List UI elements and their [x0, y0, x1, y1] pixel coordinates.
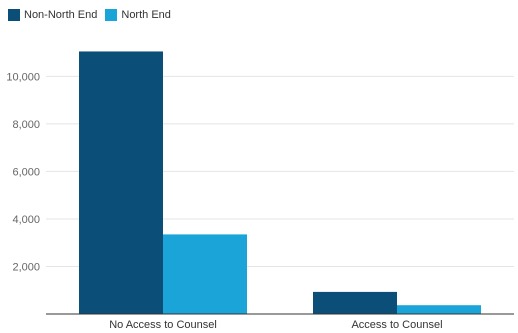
bar — [163, 234, 247, 314]
legend-swatch-north-end — [105, 9, 118, 21]
legend-item-north-end: North End — [105, 9, 171, 21]
bar — [79, 51, 163, 314]
legend-label-north-end: North End — [121, 9, 171, 21]
y-tick-label: 4,000 — [12, 214, 40, 226]
x-category-label: No Access to Counsel — [109, 319, 217, 331]
y-tick-label: 2,000 — [12, 261, 40, 273]
y-tick-label: 8,000 — [12, 119, 40, 131]
bar — [313, 291, 397, 314]
legend-swatch-non-north-end — [8, 9, 20, 21]
bar — [397, 305, 481, 314]
y-tick-label: 6,000 — [12, 166, 40, 178]
legend-item-non-north-end: Non-North End — [8, 9, 97, 21]
x-category-label: Access to Counsel — [351, 319, 442, 331]
legend: Non-North End North End — [8, 9, 179, 21]
legend-label-non-north-end: Non-North End — [24, 9, 98, 21]
y-tick-label: 10,000 — [6, 71, 40, 83]
